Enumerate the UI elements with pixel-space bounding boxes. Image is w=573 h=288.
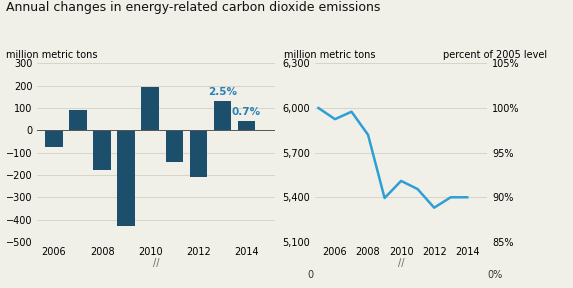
Bar [117, 130, 135, 226]
Bar [93, 130, 111, 170]
Text: percent of 2005 level: percent of 2005 level [443, 50, 547, 60]
Bar [69, 110, 87, 130]
Text: million metric tons: million metric tons [284, 50, 376, 60]
Text: 2.5%: 2.5% [207, 87, 237, 97]
Bar [214, 101, 231, 130]
Bar [142, 87, 159, 130]
Text: //: // [398, 258, 405, 268]
Bar [45, 130, 62, 147]
Text: million metric tons: million metric tons [6, 50, 98, 60]
Bar [238, 122, 255, 130]
Bar [190, 130, 207, 177]
Text: //: // [153, 258, 159, 268]
Text: Annual changes in energy-related carbon dioxide emissions: Annual changes in energy-related carbon … [6, 1, 380, 14]
Text: 0.7%: 0.7% [231, 107, 261, 118]
Bar [166, 130, 183, 162]
Text: 0: 0 [307, 270, 313, 280]
Text: 0%: 0% [487, 270, 503, 280]
